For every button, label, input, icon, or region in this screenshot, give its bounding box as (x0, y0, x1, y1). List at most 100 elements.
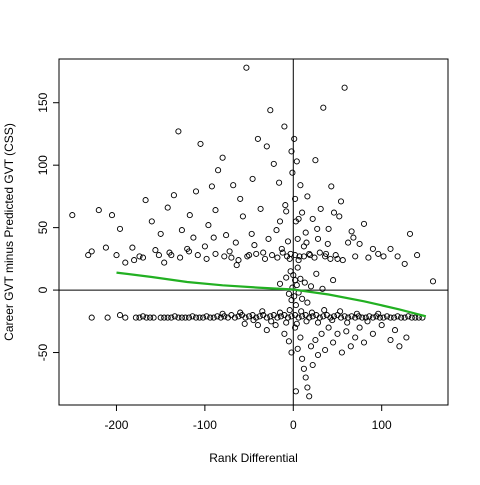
data-point (285, 290, 292, 297)
data-point (292, 388, 299, 395)
data-point (295, 257, 302, 264)
data-point (387, 314, 394, 321)
data-point (307, 283, 315, 290)
data-point (303, 318, 310, 325)
data-point (203, 313, 210, 320)
data-point (215, 167, 222, 174)
data-point (214, 313, 221, 320)
data-point (116, 225, 124, 232)
data-point (401, 260, 408, 267)
data-point (337, 198, 345, 205)
data-point (296, 253, 303, 260)
data-point (289, 169, 296, 176)
trend-line (116, 271, 427, 318)
data-point (387, 245, 394, 252)
data-point (396, 343, 403, 350)
data-point (429, 278, 437, 285)
data-point (147, 314, 154, 321)
data-point (283, 208, 290, 215)
data-point (292, 302, 299, 309)
y-tick-label: 150 (36, 92, 50, 112)
data-point (276, 309, 284, 316)
x-tick-label: 0 (290, 418, 297, 432)
data-point (239, 213, 246, 220)
data-point (178, 227, 185, 234)
data-point (88, 248, 95, 255)
data-point (337, 314, 345, 321)
data-point (332, 252, 339, 259)
data-point (292, 195, 299, 202)
data-point (360, 220, 368, 227)
data-point (369, 330, 376, 337)
data-point (242, 314, 249, 321)
data-point (219, 154, 226, 161)
data-point (249, 312, 256, 319)
data-point (150, 314, 157, 321)
data-point (185, 248, 193, 255)
data-point (254, 322, 261, 329)
data-point (189, 313, 196, 320)
data-point (69, 212, 76, 219)
data-point (288, 148, 295, 155)
data-point (391, 314, 398, 321)
y-tick-label: -50 (36, 344, 50, 362)
data-point (261, 255, 269, 262)
data-point (314, 225, 321, 232)
data-point (312, 157, 319, 164)
x-axis: -200 -100 0 100 (104, 404, 392, 432)
data-point (276, 280, 284, 287)
data-point (398, 314, 405, 321)
data-point (299, 355, 306, 362)
data-point (394, 253, 401, 260)
data-point (412, 314, 419, 321)
data-point (317, 205, 324, 212)
data-point (375, 250, 382, 257)
data-point (192, 314, 200, 321)
data-point (182, 314, 189, 321)
data-point (297, 334, 304, 341)
data-point (113, 252, 120, 259)
data-point (369, 314, 376, 321)
data-point (378, 322, 385, 329)
data-point (253, 250, 260, 257)
data-point (122, 259, 129, 266)
data-point (152, 247, 159, 254)
data-point (228, 254, 235, 261)
data-point (200, 314, 207, 321)
data-point (304, 384, 311, 391)
data-point (116, 312, 124, 319)
data-point (307, 343, 315, 350)
data-point (143, 314, 150, 321)
data-point (250, 317, 257, 324)
data-point (161, 259, 168, 266)
data-point (177, 254, 184, 261)
data-point (300, 253, 307, 260)
data-point (311, 254, 318, 261)
data-point (210, 234, 217, 241)
data-point (314, 351, 322, 359)
data-point (293, 158, 300, 165)
data-point (352, 334, 359, 341)
data-point (95, 207, 102, 214)
data-point (307, 252, 314, 259)
data-point (283, 274, 290, 281)
data-point (194, 252, 201, 259)
x-tick-label: -200 (104, 418, 128, 432)
data-point (263, 314, 270, 321)
data-point (299, 313, 306, 320)
data-point (170, 192, 177, 199)
data-point (288, 349, 295, 356)
data-point (387, 336, 394, 344)
data-point (324, 240, 331, 247)
data-point (108, 212, 116, 219)
data-point (288, 313, 295, 320)
data-point (276, 179, 283, 186)
data-point (380, 314, 387, 321)
scatter-points (69, 64, 437, 400)
data-point (265, 235, 272, 242)
data-point (403, 334, 410, 341)
data-point (284, 238, 292, 245)
data-point (142, 197, 149, 204)
data-point (136, 253, 143, 260)
